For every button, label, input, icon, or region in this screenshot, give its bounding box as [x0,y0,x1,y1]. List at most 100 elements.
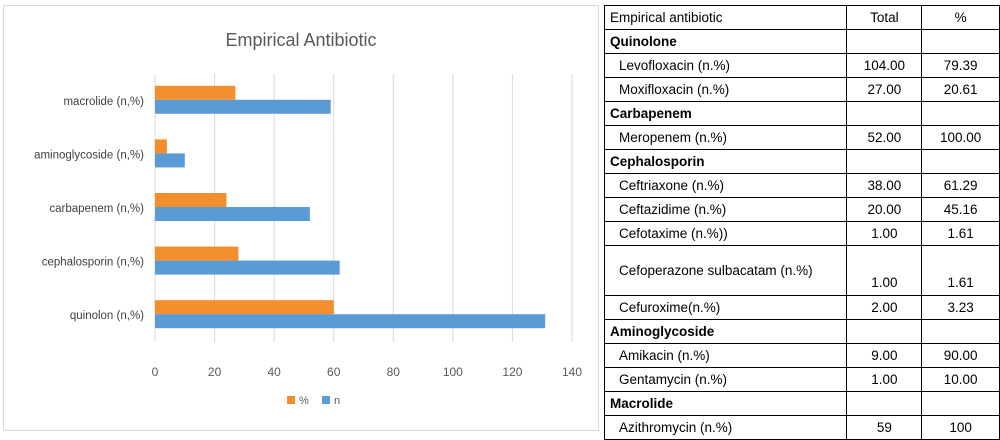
table-row: Ceftriaxone (n.%) 38.00 61.29 [603,173,1000,198]
drug-name-cell: Gentamycin (n.%) [603,367,848,392]
category-label: Aminoglycoside [603,319,848,344]
total-cell [846,101,923,126]
total-cell: 27.00 [846,77,923,102]
total-cell: 1.00 [846,245,923,296]
bar-percent [155,85,236,100]
percent-cell: 3.23 [921,295,1000,320]
total-cell: 52.00 [846,125,923,150]
bar-n [155,314,546,329]
percent-cell [921,101,1000,126]
category-label: Quinolone [603,29,848,54]
bar-n [155,260,340,275]
category-label: Cephalosporin [603,149,848,174]
drug-name-cell: Cefuroxime(n.%) [603,295,848,320]
total-cell: 20.00 [846,197,923,222]
legend-label: % [299,395,309,407]
percent-cell: 90.00 [921,343,1000,368]
drug-name-cell: Levofloxacin (n.%) [603,53,848,78]
total-cell: 38.00 [846,173,923,198]
table-row: Cefuroxime(n.%) 2.00 3.23 [603,295,1000,320]
percent-cell: 100 [921,415,1000,440]
header-total: Total [846,5,923,30]
percent-cell [921,319,1000,344]
bar-percent [155,139,167,154]
header-percent: % [921,5,1000,30]
percent-cell: 10.00 [921,367,1000,392]
total-cell [846,149,923,174]
total-cell [846,319,923,344]
total-cell: 59 [846,415,923,440]
bar-n [155,207,310,221]
category-row: Aminoglycoside [603,319,1000,344]
x-tick-label: 140 [562,365,582,379]
legend-label: n [334,395,340,407]
total-cell: 1.00 [846,367,923,392]
chart-title: Empirical Antibiotic [225,30,376,50]
table-row: Gentamycin (n.%) 1.00 10.00 [603,367,1000,392]
table-row: Cefotaxime (n.%)) 1.00 1.61 [603,221,1000,246]
total-cell: 104.00 [846,53,923,78]
category-label: Carbapenem [603,101,848,126]
antibiotic-table: Empirical antibiotic Total % Quinolone Le… [603,5,1000,440]
total-cell: 2.00 [846,295,923,320]
legend-swatch [287,396,295,404]
table-row: Cefoperazone sulbacatam (n.%) 1.00 1.61 [603,245,1000,296]
percent-cell: 61.29 [921,173,1000,198]
x-tick-label: 40 [267,365,281,379]
table-row: Moxifloxacin (n.%) 27.00 20.61 [603,77,1000,102]
total-cell [846,391,923,416]
table-row: Amikacin (n.%) 9.00 90.00 [603,343,1000,368]
chart-panel: Empirical Antibiotic 0 20 40 60 80 100 120 140 ma… [3,5,599,431]
table-body: Quinolone Levofloxacin (n.%) 104.00 79.39 Mo… [603,29,1000,440]
category-row: Macrolide [603,391,1000,416]
x-tick-label: 80 [387,365,401,379]
drug-name-cell: Moxifloxacin (n.%) [603,77,848,102]
drug-name-cell: Meropenem (n.%) [603,125,848,150]
percent-cell: 45.16 [921,197,1000,222]
percent-cell: 79.39 [921,53,1000,78]
table-panel: Empirical antibiotic Total % Quinolone Le… [603,5,1000,440]
x-tick-label: 100 [443,365,463,379]
table-row: Levofloxacin (n.%) 104.00 79.39 [603,53,1000,78]
bar-n [155,153,185,168]
category-label: aminoglycoside (n,%) [34,149,144,161]
category-row: Quinolone [603,29,1000,54]
drug-name-cell: Amikacin (n.%) [603,343,848,368]
percent-cell: 100.00 [921,125,1000,150]
table-row: Meropenem (n.%) 52.00 100.00 [603,125,1000,150]
x-tick-label: 20 [208,365,222,379]
percent-cell [921,29,1000,54]
drug-name-cell: Ceftriaxone (n.%) [603,173,848,198]
total-cell: 1.00 [846,221,923,246]
x-tick-label: 60 [327,365,341,379]
drug-name-cell: Ceftazidime (n.%) [603,197,848,222]
category-label: cephalosporin (n,%) [42,257,144,269]
category-label: quinolon (n,%) [70,310,144,322]
table-header-row: Empirical antibiotic Total % [603,5,1000,30]
bar-chart: Empirical Antibiotic 0 20 40 60 80 100 120 140 ma… [34,30,582,407]
category-row: Cephalosporin [603,149,1000,174]
category-row: Carbapenem [603,101,1000,126]
bar-percent [155,193,227,207]
bar-percent [155,246,239,261]
table-row: Ceftazidime (n.%) 20.00 45.16 [603,197,1000,222]
percent-cell: 1.61 [921,221,1000,246]
bar-percent [155,300,334,315]
percent-cell: 20.61 [921,77,1000,102]
header-antibiotic: Empirical antibiotic [603,5,848,30]
total-cell: 9.00 [846,343,923,368]
x-tick-label: 0 [152,365,159,379]
drug-name-cell: Cefoperazone sulbacatam (n.%) [603,245,848,296]
category-label: macrolide (n,%) [63,96,144,108]
table-row: Azithromycin (n.%) 59 100 [603,415,1000,440]
category-label: carbapenem (n,%) [49,203,144,215]
drug-name-cell: Cefotaxime (n.%)) [603,221,848,246]
category-label: Macrolide [603,391,848,416]
percent-cell [921,391,1000,416]
legend-swatch [322,396,330,404]
total-cell [846,29,923,54]
drug-name-cell: Azithromycin (n.%) [603,415,848,440]
percent-cell [921,149,1000,174]
percent-cell: 1.61 [921,245,1000,296]
bar-n [155,99,331,114]
